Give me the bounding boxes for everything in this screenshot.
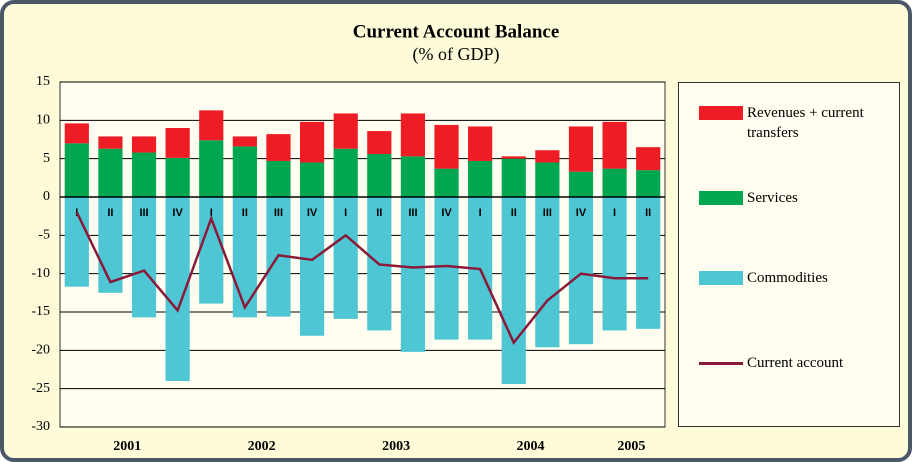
y-tick-label: -30 [31, 419, 50, 434]
bar [64, 197, 89, 287]
legend-label: Current account [747, 355, 844, 371]
bar [64, 123, 89, 144]
x-tick-label: III [274, 207, 283, 219]
bar [400, 156, 426, 197]
legend-swatch [699, 271, 743, 285]
x-tick-label: III [543, 207, 552, 219]
y-tick-label: 15 [36, 74, 50, 89]
line [75, 211, 649, 346]
x-tick-label: I [613, 207, 616, 219]
bar [165, 157, 190, 197]
bar [367, 154, 392, 197]
x-tick-label: IV [441, 207, 452, 219]
bar [199, 140, 224, 197]
x-tick-label: III [408, 207, 417, 219]
bar [434, 124, 459, 169]
legend-swatch [699, 362, 743, 365]
bar [501, 156, 526, 159]
bar [199, 110, 224, 141]
y-tick-label: -15 [31, 304, 50, 319]
bar [266, 160, 291, 197]
bar [333, 148, 358, 197]
bar [266, 134, 291, 161]
x-tick-label: III [139, 207, 148, 219]
y-tick-label: 5 [43, 151, 50, 166]
y-tick-label: -20 [31, 343, 50, 358]
chart-subtitle: (% of GDP) [413, 44, 500, 65]
x-tick-label: IV [576, 207, 587, 219]
year-label: 2002 [248, 439, 276, 454]
bar [299, 197, 325, 336]
y-tick-label: 10 [36, 113, 50, 128]
legend-swatch [699, 191, 743, 205]
bar [568, 197, 594, 345]
bar [400, 197, 426, 352]
bar [568, 126, 594, 172]
year-label: 2004 [517, 439, 545, 454]
bar [333, 197, 358, 319]
legend-swatch [699, 106, 743, 120]
bar [602, 121, 627, 169]
bar [468, 126, 493, 161]
plot-area [59, 81, 666, 428]
bar [64, 143, 89, 197]
bar [131, 136, 157, 153]
x-tick-label: II [242, 207, 248, 219]
legend: Revenues + current transfers Services Comm… [678, 82, 900, 427]
x-tick-label: I [344, 207, 347, 219]
bar [636, 147, 661, 171]
x-tick-label: I [479, 207, 482, 219]
year-label: 2001 [113, 439, 141, 454]
bar [299, 121, 325, 163]
bar [131, 152, 157, 197]
x-tick-label: II [107, 207, 113, 219]
bar [501, 197, 526, 385]
bar [636, 170, 661, 197]
bar [568, 171, 594, 197]
bar [434, 197, 459, 340]
legend-label: Services [747, 190, 798, 206]
bar [98, 197, 123, 293]
bar [165, 128, 190, 158]
bar [232, 146, 257, 197]
bar [232, 136, 257, 147]
bar [535, 197, 560, 348]
chart-title: Current Account Balance [353, 21, 560, 42]
bar [400, 113, 426, 157]
bar [501, 158, 526, 197]
year-label: 2005 [617, 439, 645, 454]
bar [602, 197, 627, 331]
bar [367, 131, 392, 155]
y-tick-label: 0 [43, 189, 50, 204]
legend-label: Commodities [747, 270, 828, 286]
y-tick-label: -5 [38, 228, 50, 243]
bar [232, 197, 257, 318]
bar [636, 197, 661, 329]
bar [333, 113, 358, 149]
bar [468, 160, 493, 197]
bar [98, 136, 123, 149]
bar [434, 168, 459, 197]
y-tick-label: -10 [31, 266, 50, 281]
bar [131, 197, 157, 318]
x-tick-label: II [376, 207, 382, 219]
bar [535, 150, 560, 163]
legend-label: Revenues + current transfers [747, 105, 864, 141]
x-tick-label: IV [172, 207, 183, 219]
bar [98, 148, 123, 197]
bar [299, 162, 325, 197]
x-tick-label: II [645, 207, 651, 219]
y-tick-label: -25 [31, 381, 50, 396]
bar [535, 162, 560, 197]
x-tick-label: IV [307, 207, 318, 219]
bar [602, 168, 627, 197]
year-label: 2003 [382, 439, 410, 454]
bar [199, 197, 224, 304]
x-tick-label: I [210, 207, 213, 219]
x-tick-label: II [511, 207, 517, 219]
